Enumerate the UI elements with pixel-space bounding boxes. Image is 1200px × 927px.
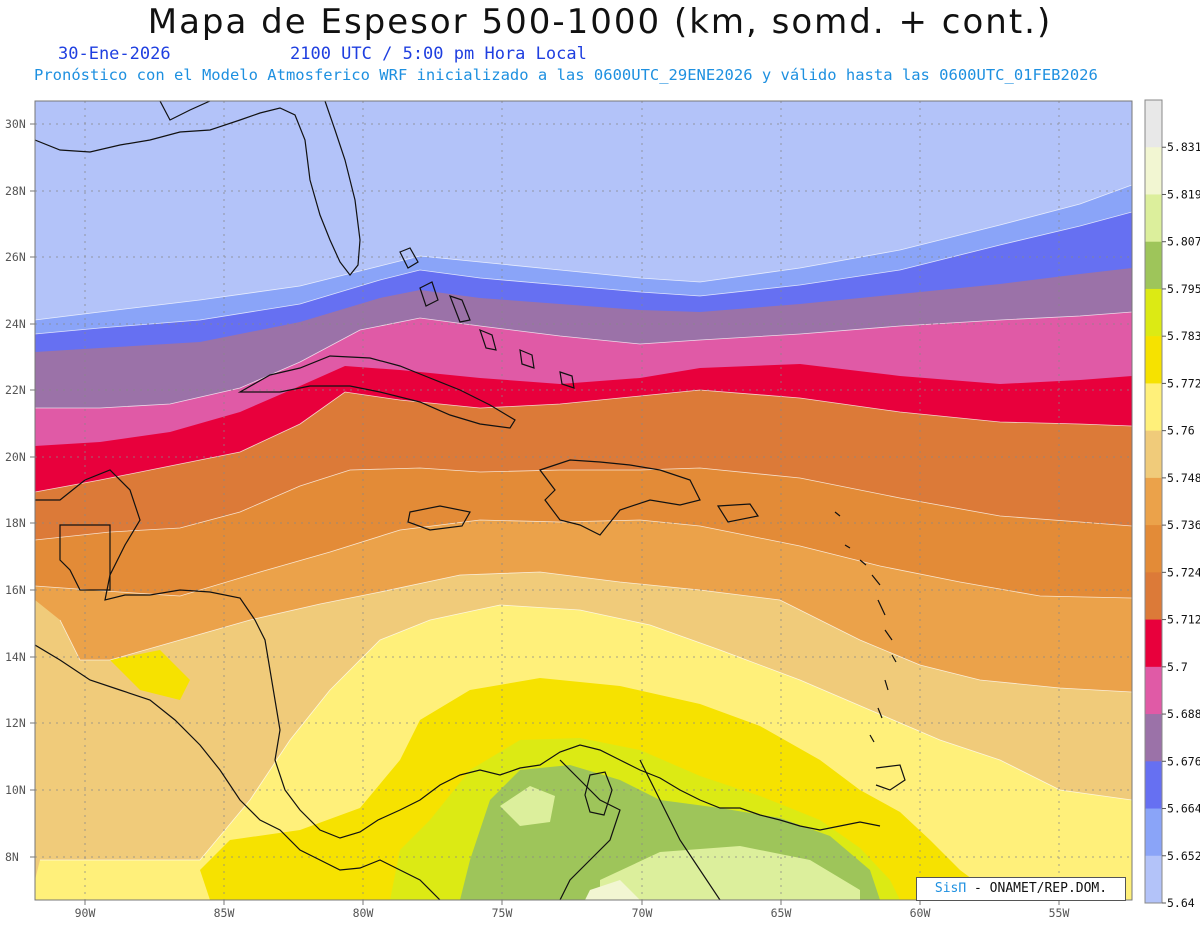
lon-ticks bbox=[84, 900, 1060, 905]
lat-label: 24N bbox=[5, 317, 26, 331]
forecast-date: 30-Ene-2026 bbox=[58, 44, 171, 64]
colorbar-label: 5.64 bbox=[1167, 896, 1195, 910]
lon-label: 80W bbox=[353, 906, 374, 920]
longitude-labels: 90W 85W 80W 75W 70W 65W 60W 55W bbox=[75, 906, 1070, 920]
lat-label: 28N bbox=[5, 184, 26, 198]
colorbar-label: 5.688 bbox=[1167, 707, 1200, 721]
lon-label: 60W bbox=[910, 906, 931, 920]
lon-label: 90W bbox=[75, 906, 96, 920]
forecast-description: Pronóstico con el Modelo Atmosferico WRF… bbox=[34, 66, 1098, 84]
colorbar-label: 5.783 bbox=[1167, 329, 1200, 343]
lat-label: 22N bbox=[5, 383, 26, 397]
credit-box: SisΠ - ONAMET/REP.DOM. bbox=[916, 877, 1126, 901]
map-title: Mapa de Espesor 500-1000 (km, somd. + co… bbox=[147, 2, 1053, 42]
lat-label: 12N bbox=[5, 716, 26, 730]
colorbar-label: 5.772 bbox=[1167, 376, 1200, 390]
contour-lines bbox=[35, 184, 1132, 861]
lon-label: 65W bbox=[771, 906, 792, 920]
colorbar-label: 5.664 bbox=[1167, 802, 1200, 816]
lon-label: 85W bbox=[214, 906, 235, 920]
colorbar-label: 5.819 bbox=[1167, 187, 1200, 201]
lat-ticks bbox=[30, 123, 35, 858]
coastlines bbox=[35, 101, 906, 900]
colorbar-swatch bbox=[1145, 430, 1162, 479]
lon-label: 55W bbox=[1049, 906, 1070, 920]
forecast-time: 2100 UTC / 5:00 pm Hora Local bbox=[290, 44, 587, 64]
map-frame bbox=[34, 100, 1133, 901]
colorbar-label: 5.736 bbox=[1167, 518, 1200, 532]
lat-label: 8N bbox=[5, 850, 19, 864]
colorbar-label: 5.748 bbox=[1167, 471, 1200, 485]
colorbar-swatch bbox=[1145, 714, 1162, 762]
colorbar-swatch bbox=[1145, 147, 1162, 195]
colorbar-label: 5.795 bbox=[1167, 282, 1200, 296]
colorbar-swatch bbox=[1145, 619, 1162, 668]
credit-text: - ONAMET/REP.DOM. bbox=[966, 881, 1108, 896]
colorbar-swatch bbox=[1145, 808, 1162, 857]
colorbar-swatch bbox=[1145, 241, 1162, 290]
colorbar-label: 5.7 bbox=[1167, 660, 1188, 674]
lon-label: 70W bbox=[632, 906, 653, 920]
latitude-labels: 30N 28N 26N 24N 22N 20N 18N 16N 14N 12N … bbox=[5, 117, 26, 864]
colorbar-label: 5.712 bbox=[1167, 613, 1200, 627]
colorbar-swatch bbox=[1145, 336, 1162, 384]
lon-label: 75W bbox=[492, 906, 513, 920]
credit-logo: SisΠ bbox=[934, 881, 967, 896]
colorbar-label: 5.807 bbox=[1167, 235, 1200, 249]
colorbar-swatch bbox=[1145, 761, 1162, 810]
colorbar-swatch bbox=[1145, 855, 1162, 904]
colorbar-swatch bbox=[1145, 288, 1162, 337]
colorbar-swatch bbox=[1145, 194, 1162, 243]
colorbar-label: 5.724 bbox=[1167, 565, 1200, 579]
graticule bbox=[35, 101, 1132, 900]
colorbar-label: 5.76 bbox=[1167, 424, 1195, 438]
thickness-shading bbox=[35, 101, 1132, 900]
lat-label: 14N bbox=[5, 650, 26, 664]
colorbar-swatch bbox=[1145, 383, 1162, 432]
colorbar-swatch bbox=[1145, 525, 1162, 573]
colorbar-swatch bbox=[1145, 572, 1162, 621]
colorbar-swatch bbox=[1145, 477, 1162, 526]
lat-label: 16N bbox=[5, 583, 26, 597]
colorbar-label: 5.831 bbox=[1167, 140, 1200, 154]
lat-label: 18N bbox=[5, 516, 26, 530]
colorbar-label: 5.652 bbox=[1167, 849, 1200, 863]
lat-label: 10N bbox=[5, 783, 26, 797]
colorbar-swatch bbox=[1145, 100, 1162, 148]
lat-label: 26N bbox=[5, 250, 26, 264]
colorbar-swatch bbox=[1145, 666, 1162, 715]
colorbar-label: 5.676 bbox=[1167, 754, 1200, 768]
colorbar-frame bbox=[1144, 99, 1163, 904]
lat-label: 20N bbox=[5, 450, 26, 464]
colorbar: 5.831 5.819 5.807 5.795 5.783 5.772 5.76 5.748 5… bbox=[1144, 99, 1200, 910]
lat-label: 30N bbox=[5, 117, 26, 131]
